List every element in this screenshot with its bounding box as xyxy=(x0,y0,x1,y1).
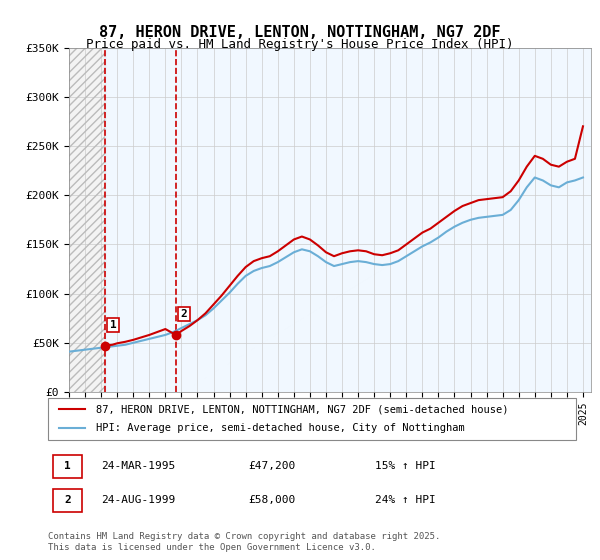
Text: 1: 1 xyxy=(64,461,71,472)
Text: 24-AUG-1999: 24-AUG-1999 xyxy=(101,496,175,506)
Text: 24% ↑ HPI: 24% ↑ HPI xyxy=(376,496,436,506)
Text: £47,200: £47,200 xyxy=(248,461,296,472)
Text: 87, HERON DRIVE, LENTON, NOTTINGHAM, NG7 2DF: 87, HERON DRIVE, LENTON, NOTTINGHAM, NG7… xyxy=(99,25,501,40)
FancyBboxPatch shape xyxy=(48,398,576,440)
Bar xyxy=(105,48,591,392)
Text: 15% ↑ HPI: 15% ↑ HPI xyxy=(376,461,436,472)
Text: Price paid vs. HM Land Registry's House Price Index (HPI): Price paid vs. HM Land Registry's House … xyxy=(86,38,514,51)
Bar xyxy=(69,48,105,392)
FancyBboxPatch shape xyxy=(53,489,82,512)
Text: 24-MAR-1995: 24-MAR-1995 xyxy=(101,461,175,472)
Text: 2: 2 xyxy=(181,309,187,319)
Bar xyxy=(69,48,105,392)
Text: Contains HM Land Registry data © Crown copyright and database right 2025.
This d: Contains HM Land Registry data © Crown c… xyxy=(48,532,440,552)
Text: 87, HERON DRIVE, LENTON, NOTTINGHAM, NG7 2DF (semi-detached house): 87, HERON DRIVE, LENTON, NOTTINGHAM, NG7… xyxy=(95,404,508,414)
Text: HPI: Average price, semi-detached house, City of Nottingham: HPI: Average price, semi-detached house,… xyxy=(95,423,464,433)
Text: 1: 1 xyxy=(110,320,116,330)
Text: £58,000: £58,000 xyxy=(248,496,296,506)
FancyBboxPatch shape xyxy=(53,455,82,478)
Text: 2: 2 xyxy=(64,496,71,506)
